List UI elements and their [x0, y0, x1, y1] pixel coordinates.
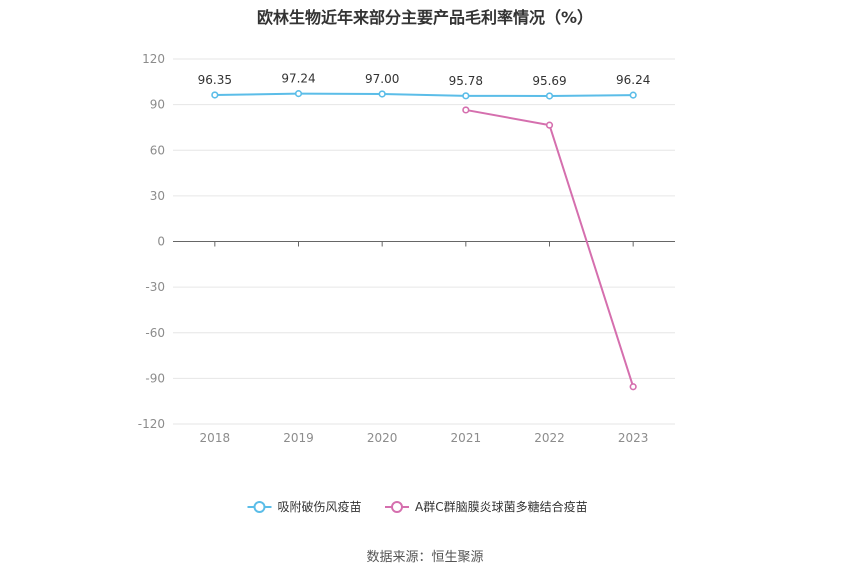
- x-tick-label: 2022: [534, 431, 565, 445]
- y-tick-label: 120: [142, 52, 165, 66]
- series-line-2: [465, 108, 635, 388]
- x-tick-label: 2019: [283, 431, 314, 445]
- series-2-point: [545, 121, 554, 129]
- series-1-point: [211, 91, 219, 99]
- legend-marker-1: [253, 501, 266, 513]
- data-label: 95.69: [532, 74, 566, 88]
- series-1-point: [462, 92, 470, 100]
- x-tick-label: 2018: [200, 431, 231, 445]
- chart-title: 欧林生物近年来部分主要产品毛利率情况（%）: [256, 8, 594, 27]
- x-tick-label: 2023: [618, 431, 649, 445]
- y-tick-label: 30: [150, 189, 165, 203]
- legend-marker-2: [391, 501, 403, 513]
- series-1-point: [545, 92, 554, 100]
- series-1-point: [378, 90, 386, 98]
- series-line-1: [214, 92, 634, 97]
- y-tick-label: -60: [145, 326, 165, 340]
- data-label: 97.24: [281, 72, 315, 86]
- series-2-point: [629, 383, 637, 391]
- x-tick-label: 2021: [451, 431, 482, 445]
- y-tick-label: -120: [138, 417, 165, 431]
- data-label: 96.24: [616, 73, 650, 87]
- data-source: 数据来源：恒生聚源: [366, 550, 484, 565]
- series-1-point: [294, 90, 303, 98]
- legend-label-1: 吸附破伤风疫苗: [278, 499, 362, 514]
- legend-label-2: A群C群脑膜炎球菌多糖结合疫苗: [415, 499, 588, 514]
- y-tick-label: -30: [145, 280, 165, 294]
- data-label: 97.00: [365, 72, 399, 86]
- y-tick-label: 0: [157, 235, 165, 249]
- y-tick-label: -90: [145, 371, 165, 385]
- data-label: 95.78: [449, 74, 483, 88]
- y-tick-label: 90: [150, 98, 165, 112]
- y-tick-label: 60: [150, 143, 165, 157]
- series-1-point: [629, 91, 637, 99]
- data-label: 96.35: [198, 73, 232, 87]
- x-tick-label: 2020: [367, 431, 398, 445]
- series-2-point: [462, 106, 470, 114]
